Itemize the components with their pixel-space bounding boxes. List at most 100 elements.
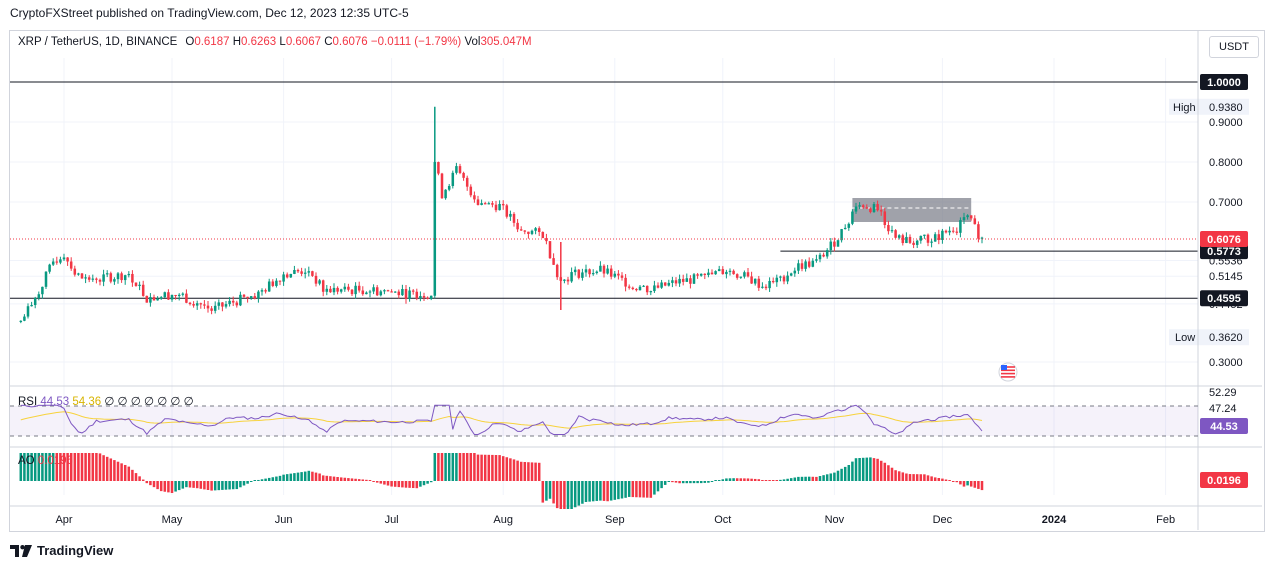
ao-bar [84, 453, 87, 481]
y-tick-label: 0.5145 [1209, 271, 1243, 283]
candle-body [332, 287, 336, 293]
candle-body [678, 278, 681, 284]
ao-bar [469, 453, 473, 481]
ao-bar [645, 481, 649, 498]
event-flag-canton [1001, 365, 1007, 370]
ao-bar [915, 474, 919, 481]
ao-bar [314, 472, 318, 481]
candle-body [444, 189, 447, 199]
ao-bar [671, 481, 674, 483]
ao-legend[interactable]: AO 0.0196 [18, 455, 74, 467]
ao-bar [325, 475, 329, 481]
ao-bar [156, 481, 159, 490]
candle-body [23, 316, 26, 321]
candle-body [606, 268, 609, 274]
candle-body [123, 275, 127, 281]
candle-body [876, 204, 879, 211]
ao-bar [980, 481, 984, 491]
ao-bar [455, 453, 458, 481]
candle-body [703, 273, 707, 276]
ao-bar [530, 462, 534, 481]
ao-bar [901, 472, 905, 481]
candle-body [779, 276, 782, 278]
ao-bar [285, 474, 289, 481]
symbol-name[interactable]: XRP / TetherUS, 1D, BINANCE [18, 36, 178, 48]
candle-body [797, 263, 800, 271]
symbol-legend[interactable]: XRP / TetherUS, 1D, BINANCE O0.6187 H0.6… [18, 36, 532, 48]
candle-body [861, 205, 865, 208]
candle-body [242, 294, 246, 297]
ao-bar [239, 481, 242, 488]
tradingview-logo[interactable]: TradingView [10, 543, 113, 558]
candle-body [170, 294, 174, 300]
ao-bar [152, 481, 156, 488]
ao-bar [123, 464, 127, 481]
currency-button[interactable]: USDT [1209, 36, 1259, 58]
level-label: 0.5773 [1207, 246, 1241, 258]
change-value: −0.0111 (−1.79%) [370, 36, 462, 48]
ao-bar [847, 465, 851, 481]
x-tick-label: Jun [275, 514, 293, 526]
candle-body [293, 270, 296, 274]
high-marker-label: High [1173, 102, 1196, 114]
rsi-axis-label: 52.29 [1209, 387, 1237, 399]
candle-body [300, 271, 303, 274]
level-label-bg [1200, 290, 1248, 307]
candle-body [969, 215, 973, 219]
candle-body [246, 296, 249, 299]
candle-body [829, 241, 833, 251]
ao-bar [77, 453, 80, 481]
ao-bar [368, 480, 372, 481]
candle-body [282, 274, 285, 282]
ao-bar [188, 481, 192, 488]
candle-body [905, 236, 908, 244]
rsi-legend[interactable]: RSI 44.53 54.36 ∅ ∅ ∅ ∅ ∅ ∅ ∅ [18, 396, 194, 408]
rsi-value-label: 44.53 [1210, 421, 1238, 433]
candle-body [591, 273, 595, 275]
ao-bar [858, 458, 861, 481]
ao-bar [491, 454, 494, 481]
ao-bar [44, 453, 48, 481]
ao-bar [95, 453, 98, 481]
candle-body [303, 272, 307, 274]
candle-body [789, 273, 793, 276]
ao-bar [365, 479, 368, 481]
ao-bar [131, 469, 134, 481]
ao-bar [127, 466, 131, 481]
candle-body [174, 294, 177, 296]
candle-body [804, 261, 807, 269]
candle-body [80, 273, 84, 279]
candle-body [649, 291, 653, 293]
candle-body [919, 235, 923, 241]
chart-frame [9, 30, 1265, 532]
candle-body [138, 284, 141, 286]
ao-bar [401, 481, 404, 488]
ao-bar [797, 476, 800, 481]
candle-body [152, 297, 156, 301]
candle-body [375, 287, 379, 296]
ao-bar [221, 481, 224, 490]
candle-body [858, 205, 861, 207]
candle-body [127, 273, 131, 276]
ao-bar [534, 462, 537, 481]
rsi-value: 44.53 [40, 396, 70, 408]
ao-bar [458, 453, 462, 481]
supply-zone [852, 198, 972, 222]
candle-body [429, 295, 433, 299]
candle-body [764, 286, 768, 289]
ao-bar [419, 481, 422, 487]
y-tick-label: 0.3000 [1209, 357, 1243, 369]
ao-bar [548, 481, 552, 499]
level-label-bg [1200, 243, 1248, 260]
candle-body [584, 269, 588, 273]
ao-bar [923, 474, 926, 481]
candle-body [897, 235, 901, 238]
candle-body [487, 203, 491, 205]
ao-bar [426, 481, 429, 484]
ao-bar [141, 479, 145, 481]
candle-body [55, 261, 59, 263]
ao-bar [145, 481, 149, 484]
candle-body [894, 230, 897, 238]
candle-body [588, 269, 591, 275]
